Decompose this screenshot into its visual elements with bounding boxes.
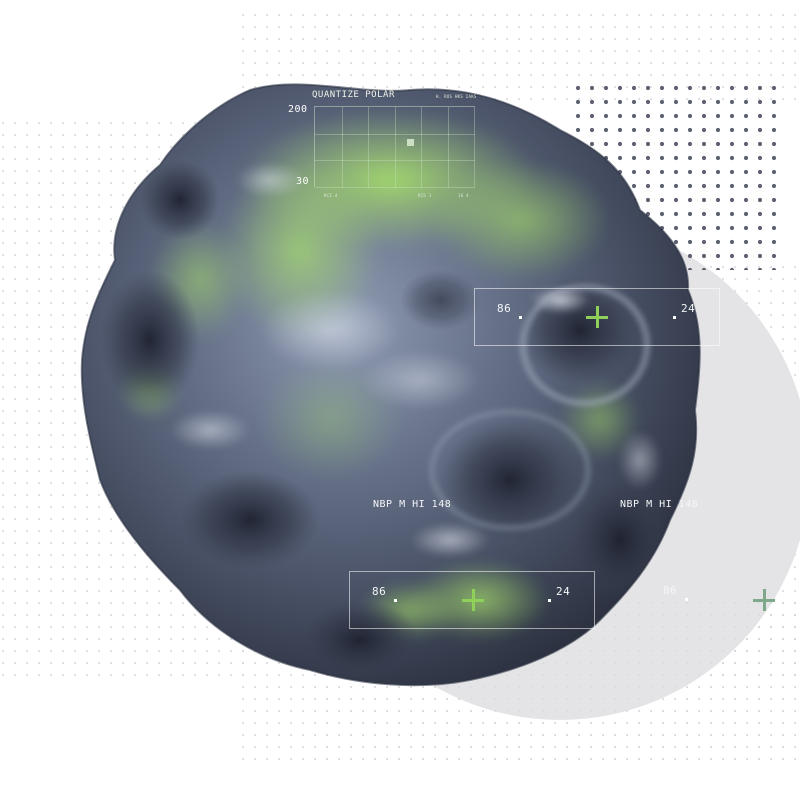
label-nbp-right: NBP M HI 148 xyxy=(620,499,699,510)
readout-box-upper: 86 24 xyxy=(474,288,720,346)
axis-bottom-label: 30 xyxy=(296,176,310,187)
quantize-title: QUANTIZE POLAR xyxy=(312,90,395,100)
crosshair-plus-icon xyxy=(586,306,608,328)
outer-plus-icon xyxy=(753,589,775,611)
grid-marker xyxy=(407,139,414,146)
crosshair-plus-icon xyxy=(462,589,484,611)
readout-dot xyxy=(548,599,551,602)
grid-label-1: RCI.4 xyxy=(324,193,338,198)
readout-lower-left: 86 xyxy=(372,585,387,598)
quantize-grid xyxy=(314,106,475,188)
axis-top-label: 200 xyxy=(288,104,308,115)
label-nbp-left: NBP M HI 148 xyxy=(373,499,452,510)
grid-label-3: 16 4 xyxy=(458,193,469,198)
readout-outside-value: 86 xyxy=(663,584,678,597)
readout-upper-right: 24 xyxy=(681,302,696,315)
readout-box-lower: 86 24 xyxy=(349,571,595,629)
readout-lower-right: 24 xyxy=(556,585,571,598)
readout-dot xyxy=(673,316,676,319)
quantize-polar-panel: QUANTIZE POLAR H. ROS HKS IAKS 200 30 RC… xyxy=(286,90,476,200)
readout-dot xyxy=(685,598,688,601)
meta-small-label: H. ROS HKS IAKS xyxy=(436,94,477,99)
readout-outside: 86 xyxy=(596,571,746,627)
readout-dot xyxy=(394,599,397,602)
readout-dot xyxy=(519,316,522,319)
grid-label-2: RIS 1 xyxy=(418,193,432,198)
readout-upper-left: 86 xyxy=(497,302,512,315)
